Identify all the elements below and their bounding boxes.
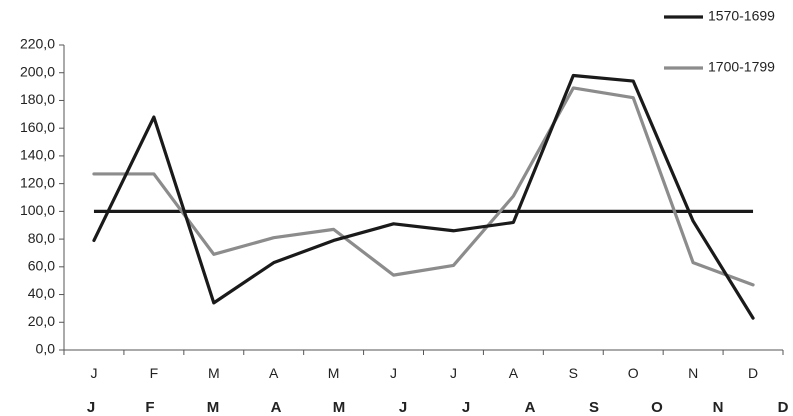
axes: 0,0 20,0 40,0 60,0 80,0 100,0 120,0 140,0 160,0 1… xyxy=(20,36,789,416)
y-tick-label: 140,0 xyxy=(20,147,55,163)
x-tick-label: A xyxy=(269,365,279,381)
x-tick-label: M xyxy=(208,365,220,381)
y-tick-label: 120,0 xyxy=(20,174,55,190)
series-layer xyxy=(92,73,755,320)
y-tick-label: 20,0 xyxy=(28,313,55,329)
x-tick-label-secondary: A xyxy=(525,399,536,416)
x-tick-label-secondary: J xyxy=(462,399,470,416)
series-line-1570-1699 xyxy=(92,73,755,320)
y-tick-label: 180,0 xyxy=(20,91,55,107)
y-tick-label: 0,0 xyxy=(36,341,56,357)
x-tick-label: M xyxy=(328,365,340,381)
y-tick-label: 60,0 xyxy=(28,258,55,274)
y-tick-label: 220,0 xyxy=(20,36,55,52)
x-tick-label-secondary: S xyxy=(589,399,599,416)
y-tick-label: 200,0 xyxy=(20,63,55,79)
y-tick-label: 100,0 xyxy=(20,202,55,218)
x-tick-label: D xyxy=(748,365,758,381)
y-tick-label: 160,0 xyxy=(20,119,55,135)
x-tick-label-secondary: N xyxy=(713,399,724,416)
x-tick-label: F xyxy=(150,365,159,381)
x-tick-label-secondary: M xyxy=(333,399,346,416)
x-tick-label: J xyxy=(450,365,457,381)
x-tick-label: S xyxy=(569,365,578,381)
legend-label: 1570-1699 xyxy=(708,8,775,24)
legend: 1570-1699 1700-1799 xyxy=(664,8,775,75)
x-tick-label-secondary: O xyxy=(651,399,663,416)
y-tick-label: 80,0 xyxy=(28,230,55,246)
x-tick-label: N xyxy=(688,365,698,381)
x-tick-label-secondary: M xyxy=(207,399,220,416)
x-tick-label-secondary: A xyxy=(271,399,282,416)
x-tick-label-secondary: D xyxy=(778,399,789,416)
x-tick-label: O xyxy=(628,365,639,381)
y-tick-label: 40,0 xyxy=(28,285,55,301)
series-line-1700-1799 xyxy=(92,86,755,287)
x-tick-label: A xyxy=(509,365,519,381)
legend-label: 1700-1799 xyxy=(708,59,775,75)
x-tick-label: J xyxy=(390,365,397,381)
x-tick-label-secondary: J xyxy=(87,399,95,416)
x-tick-label-secondary: F xyxy=(145,399,154,416)
x-tick-label: J xyxy=(90,365,97,381)
x-tick-label-secondary: J xyxy=(399,399,407,416)
